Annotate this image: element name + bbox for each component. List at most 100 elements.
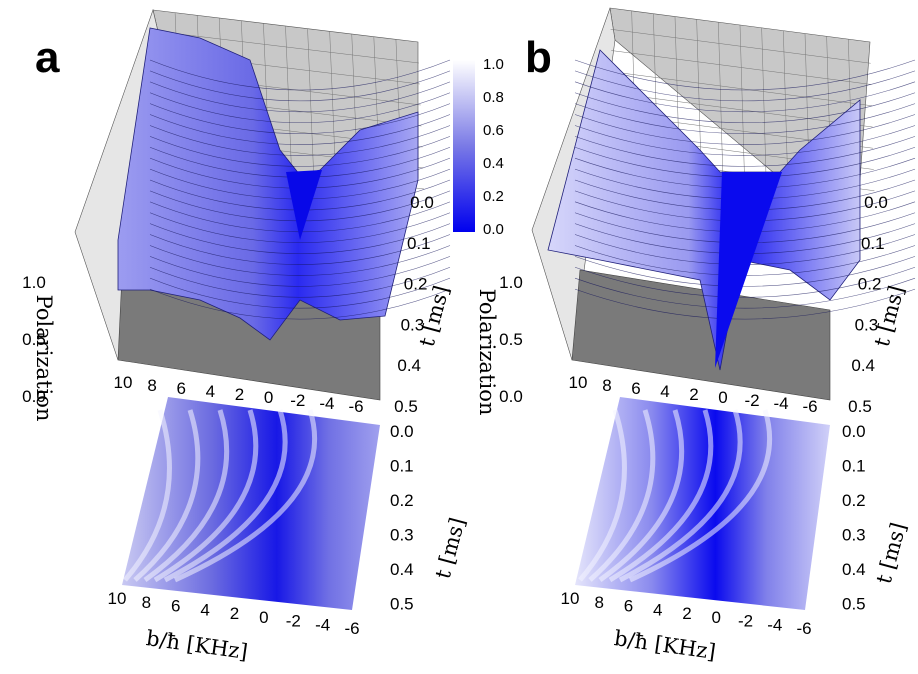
a-heatmap-t-tick: 0.1 <box>390 457 414 476</box>
b-heatmap-t-tick: 0.0 <box>842 422 866 441</box>
b-heatmap-t-tick: 0.1 <box>842 457 866 476</box>
contour-line <box>149 234 451 265</box>
colorbar <box>453 60 475 232</box>
contour-line <box>149 288 451 320</box>
contour-line <box>149 212 451 244</box>
a-surface-x-tick: 4 <box>206 382 215 401</box>
contour-line <box>574 81 916 113</box>
b-surface-x-tick: 8 <box>602 376 611 395</box>
contour-line <box>574 114 916 145</box>
grid-line <box>612 92 873 128</box>
a-heatmap-t-tick: 0.5 <box>390 595 414 614</box>
a-heatmap-t-tick: 0.2 <box>390 491 414 510</box>
b-surface-t-tick: 0.5 <box>848 397 872 416</box>
contour-line <box>574 288 916 320</box>
grid-line <box>610 29 871 64</box>
heatmap-band <box>173 409 318 583</box>
a-surface-t-tick: 0.1 <box>407 234 431 253</box>
grid-line <box>611 71 872 106</box>
colorbar-tick: 0.4 <box>483 155 504 172</box>
contour-line <box>149 223 451 254</box>
colorbar-tick: 0.0 <box>483 221 504 238</box>
b-surface-z-tick: 1.0 <box>499 273 523 292</box>
a-heatmap-x-tick: -6 <box>344 619 359 638</box>
a-heatmap-x-tick: 8 <box>142 593 151 612</box>
a-heatmap-x-tick: -4 <box>315 615 330 634</box>
contour-line <box>149 81 451 113</box>
contour-line <box>149 267 451 298</box>
a-heatmap-t-tick: 0.3 <box>390 526 414 545</box>
a-heatmap-x-tick: 2 <box>230 604 239 623</box>
heatmap-band <box>143 409 230 583</box>
a-surface-t-tick: 0.3 <box>401 315 425 334</box>
contour-line <box>149 256 451 287</box>
contour-line <box>574 256 916 287</box>
b-surface-x-tick: -4 <box>773 394 788 413</box>
colorbar-tick: 1.0 <box>483 56 504 73</box>
b-surface-z-tick: 0.5 <box>499 330 523 349</box>
contour-line <box>149 277 451 309</box>
a-surface-x-tick: 2 <box>235 385 244 404</box>
contour-line <box>574 277 916 309</box>
b-heatmap-x-tick: -2 <box>738 612 753 631</box>
heatmap-band <box>608 409 714 583</box>
surface-dip <box>286 170 322 240</box>
b-surface-x-tick: 4 <box>660 382 669 401</box>
heatmap-band <box>588 409 656 582</box>
a-surface-t-tick: 0.5 <box>394 397 418 416</box>
a-surface-x-tick: 0 <box>264 388 273 407</box>
a-surface-x-tick: -4 <box>319 394 334 413</box>
b-surface-x-tick: 2 <box>689 385 698 404</box>
b-surface-z-title: Polarization <box>475 289 499 416</box>
a-surface-x-tick: -6 <box>348 397 363 416</box>
b-surface-t-tick: 0.4 <box>851 356 875 375</box>
grid-line <box>611 50 872 85</box>
heatmap-band <box>618 409 743 583</box>
contour-line <box>149 114 451 145</box>
colorbar-tick: 0.2 <box>483 188 504 205</box>
contour-line <box>149 59 451 91</box>
b-surface-t-tick: 0.3 <box>855 315 879 334</box>
b-heatmap-x-tick: -4 <box>767 615 782 634</box>
panel-a-surface-plot <box>74 8 451 401</box>
contour-line <box>574 125 916 156</box>
b-heatmap-t-tick: 0.2 <box>842 491 866 510</box>
b-surface-t-tick: 0.2 <box>858 275 882 294</box>
contour-line <box>574 267 916 298</box>
b-surface-x-tick: 0 <box>718 388 727 407</box>
panel-letter-a: a <box>35 33 60 82</box>
b-heatmap-x-tick: 2 <box>682 604 691 623</box>
a-surface-z-title: Polarization <box>32 295 56 422</box>
surface-dip <box>715 172 782 368</box>
b-surface-x-tick: -6 <box>802 397 817 416</box>
contour-line <box>149 136 451 167</box>
contour-line <box>574 136 916 167</box>
a-surface-z-tick: 0.0 <box>22 387 46 406</box>
panel-letter-b: b <box>525 33 552 82</box>
b-surface-z-tick: 0.0 <box>499 387 523 406</box>
a-heatmap-x-title: b/ħ [KHz] <box>145 626 250 664</box>
b-heatmap-x-tick: 10 <box>561 589 580 608</box>
b-heatmap-x-tick: 8 <box>595 593 604 612</box>
a-heatmap-x-tick: 10 <box>108 589 127 608</box>
b-surface-t-tick: 0.0 <box>864 193 888 212</box>
b-heatmap-t-title: t [ms] <box>872 520 911 586</box>
a-heatmap-t-title: t [ms] <box>431 515 470 581</box>
a-surface-z-tick: 0.5 <box>22 330 46 349</box>
grid-line <box>153 30 419 64</box>
heatmap-band <box>153 409 259 583</box>
a-surface-x-tick: -2 <box>290 391 305 410</box>
a-surface-x-tick: 6 <box>177 379 186 398</box>
a-heatmap-x-tick: 4 <box>200 600 209 619</box>
a-surface-t-tick: 0.4 <box>397 356 421 375</box>
heatmap-band <box>163 409 288 583</box>
b-surface-x-tick: -2 <box>744 391 759 410</box>
contour-line <box>149 103 451 134</box>
colorbar-tick: 0.6 <box>483 122 504 139</box>
contour-line <box>574 103 916 134</box>
contour-line <box>574 92 916 123</box>
a-heatmap-x-tick: 6 <box>171 597 180 616</box>
a-surface-z-tick: 1.0 <box>22 273 46 292</box>
heatmap-band <box>598 409 685 583</box>
b-surface-x-tick: 6 <box>631 379 640 398</box>
